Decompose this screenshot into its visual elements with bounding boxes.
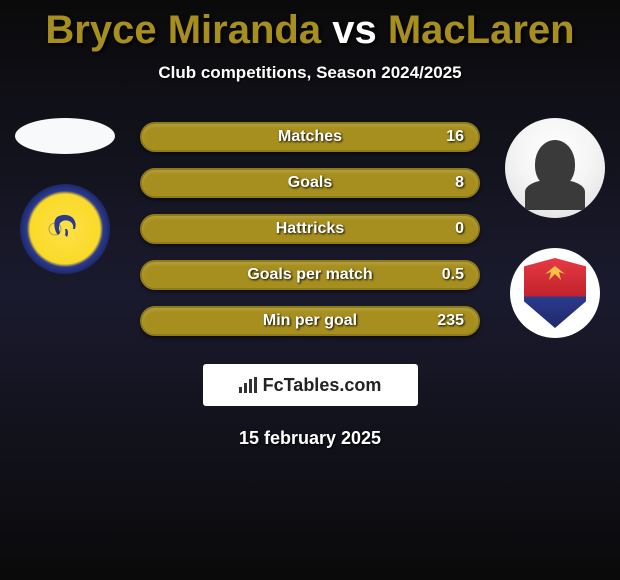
subtitle: Club competitions, Season 2024/2025 [0,63,620,83]
date-text: 15 february 2025 [0,428,620,449]
player1-name: Bryce Miranda [45,8,321,52]
brand-badge[interactable]: FcTables.com [203,364,418,406]
left-column [10,118,120,274]
stat-label: Min per goal [142,312,478,330]
player2-name: MacLaren [388,8,575,52]
person-silhouette-icon [535,140,575,188]
right-column [500,118,610,338]
stat-value: 0 [455,220,464,238]
shield-icon [524,258,586,328]
stat-value: 0.5 [442,266,464,284]
stat-row-goals-per-match: Goals per match 0.5 [140,260,480,290]
stat-value: 8 [455,174,464,192]
player1-club-logo [20,184,110,274]
stat-label: Goals [142,174,478,192]
stat-value: 16 [446,128,464,146]
stat-row-matches: Matches 16 [140,122,480,152]
elephant-icon [47,207,83,251]
bar-chart-icon [239,377,259,393]
stat-label: Hattricks [142,220,478,238]
brand-text: FcTables.com [263,375,382,396]
stat-row-hattricks: Hattricks 0 [140,214,480,244]
player2-club-logo [510,248,600,338]
comparison-title: Bryce Miranda vs MacLaren [0,0,620,53]
stat-label: Matches [142,128,478,146]
stats-list: Matches 16 Goals 8 Hattricks 0 Goals per… [140,118,480,336]
stat-value: 235 [437,312,464,330]
stat-label: Goals per match [142,266,478,284]
content-area: Matches 16 Goals 8 Hattricks 0 Goals per… [0,118,620,449]
player1-photo [15,118,115,154]
eagle-icon [541,264,569,288]
vs-text: vs [332,8,377,52]
stat-row-goals: Goals 8 [140,168,480,198]
player2-photo [505,118,605,218]
stat-row-min-per-goal: Min per goal 235 [140,306,480,336]
